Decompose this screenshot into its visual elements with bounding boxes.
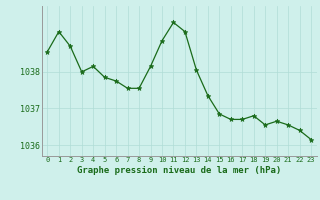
X-axis label: Graphe pression niveau de la mer (hPa): Graphe pression niveau de la mer (hPa) xyxy=(77,166,281,175)
